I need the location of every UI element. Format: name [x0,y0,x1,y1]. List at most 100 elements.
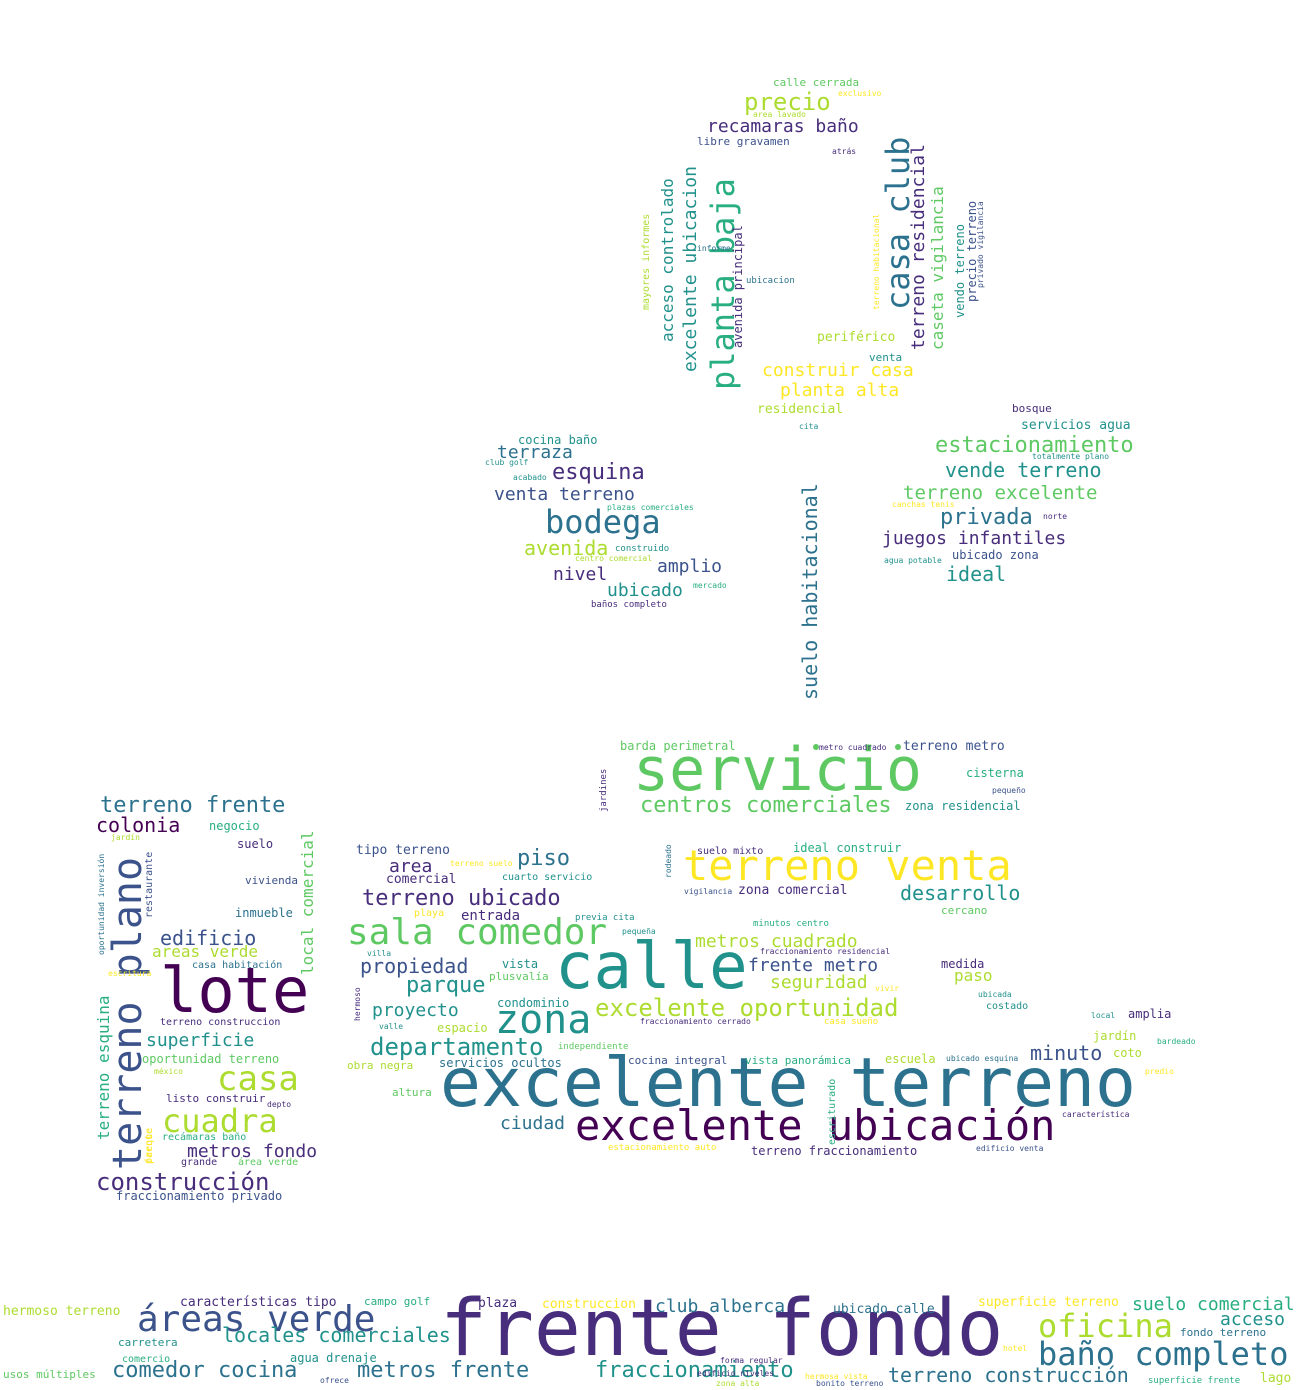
word-propiedad: propiedad [360,954,469,978]
word-excelente-ubicacion: excelente ubicacion [680,166,701,372]
word-superficie-terreno: superficie terreno [978,1295,1119,1310]
word-bardeado: bardeado [1157,1037,1196,1046]
word-minuto: minuto [1030,1041,1103,1065]
word-zona-alta: zona alta [716,1379,760,1388]
word-excelente-oportunidad: excelente oportunidad [595,994,899,1022]
word-ofrece: ofrece [320,1376,349,1385]
word-estacionamiento-auto: estacionamiento auto [608,1143,717,1153]
word-escritura: escritura [108,969,152,978]
word-suelo-mixto: suelo mixto [697,846,764,857]
word-altura: altura [392,1086,432,1099]
word-jardin: jardín [1093,1029,1137,1043]
word-cocina-bano: cocina baño [518,433,598,447]
word-metro-cuadrado: metro cuadrado [819,743,887,752]
word-fraccionamiento-privado: fraccionamiento privado [116,1189,283,1203]
word-bonito-terreno: bonito terreno [816,1379,884,1388]
word-grande: grande [181,1157,218,1168]
word-superficie: superficie [146,1030,255,1051]
word-edificio-niveles: edificio niveles [697,1369,775,1378]
word-medida: medida [941,957,985,971]
word-plaza: plaza [478,1296,518,1311]
word-servicio: servicio [633,735,922,805]
word-desarrollo: desarrollo [900,881,1021,905]
word-vista: vista [502,957,539,971]
word-construccion: construccion [542,1297,636,1312]
word-terreno-construccion: terreno construccion [160,1017,281,1028]
word-exclusivo: exclusivo [838,89,882,98]
word-areas-verde: áreas verde [137,1299,376,1340]
word-minutos-centro: minutos centro [753,919,829,929]
word-calle: calle [555,930,748,1004]
word-escriturado: escriturado [827,1078,838,1145]
word-playa: playa [414,908,445,919]
word-plusvalia: plusvalía [489,970,549,983]
word-obra-negra: obra negra [347,1059,414,1072]
word-amplia: amplia [1128,1007,1172,1021]
word-venta: venta [869,351,903,364]
word-edificio-venta: edificio venta [976,1144,1044,1153]
word-jardin: jardín [111,833,140,842]
word-proyecto: proyecto [372,1000,459,1021]
word-edificio: edificio [160,926,257,950]
word-club-alberca: club alberca [655,1296,786,1317]
word-villa: villa [367,949,392,958]
word-carretera: carretera [118,1336,178,1349]
word-ubicado-calle: ubicado calle [833,1302,935,1317]
word-excelente-ubicacion: excelente ubicación [575,1101,1056,1150]
word-terreno-plano: terreno plano [105,856,151,1170]
word-ubicada: ubicada [978,990,1012,999]
word-inmueble: inmueble [235,906,293,920]
word-fraccionamiento-residencial: fraccionamiento residencial [760,947,891,956]
word-parque: parque [406,973,486,998]
word-vigilancia: vigilancia [684,887,733,896]
word-construir-casa: construir casa [762,360,914,381]
word-restaurante: restaurante [144,851,155,918]
word-terreno-construccion: terreno construcción [888,1363,1129,1387]
word-barda-perimetral: barda perimetral [620,739,736,753]
word-venta-terreno: venta terreno [494,484,635,505]
word-locales-comerciales: locales comerciales [222,1323,451,1347]
word-suelo-comercial: suelo comercial [1132,1294,1295,1315]
word-hermosa-vista: hermosa vista [805,1372,868,1381]
word-hotel: hotel [1003,1344,1028,1353]
word-terreno-habitacional: terreno habitacional [872,213,881,310]
word-ubicacion: ubicacion [746,276,795,286]
word-jardines: jardines [599,768,609,812]
word-oportunidad-terreno: oportunidad terreno [142,1052,280,1066]
word-sala-comedor: sala comedor [347,912,608,953]
word-comedor-cocina: comedor cocina [112,1358,298,1383]
word-paso: paso [954,966,993,985]
word-terreno-residencial: terreno residencial [908,144,929,350]
word-terraza: terraza [497,442,573,463]
word-excelente-terreno: excelente terreno [440,1044,1136,1123]
word-agua-potable: agua potable [884,556,942,565]
word-cercano: cercano [941,904,988,917]
word-terreno-suelo: terreno suelo [450,859,513,868]
word-campo-golf: campo golf [364,1295,431,1308]
word-norte: norte [1043,512,1068,521]
word-ciudad: ciudad [500,1113,566,1134]
word-centros-comerciales: centros comerciales [640,793,892,818]
word-ubicado-zona: ubicado zona [952,548,1039,562]
word-servicios-ocultos: servicios ocultos [439,1056,562,1070]
word-construido: construido [615,544,670,554]
word-areas-verde: areas verde [152,942,258,961]
word-terreno-esquina: terreno esquina [94,995,113,1141]
word-mercado: mercado [693,581,727,590]
word-entrada: entrada [461,908,521,924]
word-vista-panoramica: vista panorámica [745,1054,851,1067]
word-caracteristica: característica [1062,1110,1130,1119]
word-independiente: independiente [558,1042,629,1052]
word-depto: depto [267,1100,292,1109]
word-casa-habitacion: casa habitación [192,960,283,971]
word-mayores-informes: mayores informes [641,213,652,310]
word-fraccionamiento: fraccionamiento [595,1358,794,1383]
word-comercio: comercio [122,1354,171,1365]
word-vende-terreno: vende terreno [945,458,1102,482]
word-periferico: periférico [817,330,896,345]
word-cisterna: cisterna [966,766,1024,780]
word-area-lavado: area lavado [753,110,806,119]
word-metros-cuadrado: metros cuadrado [695,931,858,952]
word-amplio: amplio [657,556,723,577]
word-planta-alta: planta alta [780,380,900,401]
